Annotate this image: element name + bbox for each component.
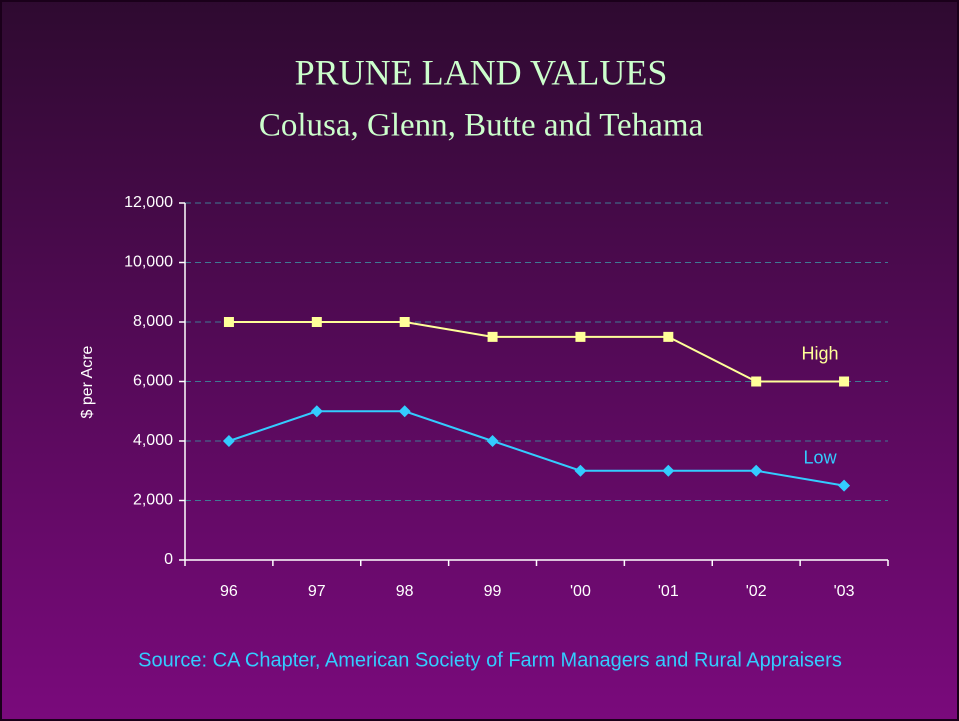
legend-label: High <box>802 343 839 363</box>
marker <box>662 464 675 477</box>
x-tick-label: 97 <box>308 583 326 600</box>
marker <box>399 317 410 327</box>
x-tick-label: 96 <box>220 583 238 600</box>
x-tick-label: '03 <box>834 583 855 600</box>
series-line <box>228 410 845 487</box>
y-tick-label: 2,000 <box>133 492 173 509</box>
marker <box>487 331 498 342</box>
series-line <box>228 321 845 383</box>
x-tick-label: 98 <box>396 583 414 600</box>
marker <box>310 405 323 418</box>
legend-label: Low <box>804 447 838 467</box>
y-axis-label: $ per Acre <box>79 345 96 418</box>
marker <box>311 317 322 327</box>
marker <box>486 435 499 447</box>
y-tick-label: 4,000 <box>133 432 173 449</box>
x-tick-label: 99 <box>484 583 502 600</box>
marker <box>663 331 674 342</box>
marker <box>751 376 762 387</box>
source-note: Source: CA Chapter, American Society of … <box>138 649 842 671</box>
y-tick-label: 6,000 <box>133 373 173 390</box>
y-tick-label: 8,000 <box>133 313 173 330</box>
marker <box>838 479 851 492</box>
chart-title: PRUNE LAND VALUES <box>295 52 668 92</box>
x-tick-label: '02 <box>746 583 767 600</box>
marker <box>398 405 411 418</box>
marker <box>223 317 234 327</box>
chart-subtitle: Colusa, Glenn, Butte and Tehama <box>259 108 704 144</box>
marker <box>839 376 850 387</box>
x-tick-label: '01 <box>658 583 679 600</box>
y-tick-label: 0 <box>164 551 173 568</box>
x-tick-label: '00 <box>570 583 591 600</box>
y-tick-label: 12,000 <box>124 194 173 211</box>
marker <box>750 464 763 477</box>
y-tick-label: 10,000 <box>124 254 173 271</box>
marker <box>222 435 235 447</box>
marker <box>575 331 586 342</box>
marker <box>574 464 587 477</box>
